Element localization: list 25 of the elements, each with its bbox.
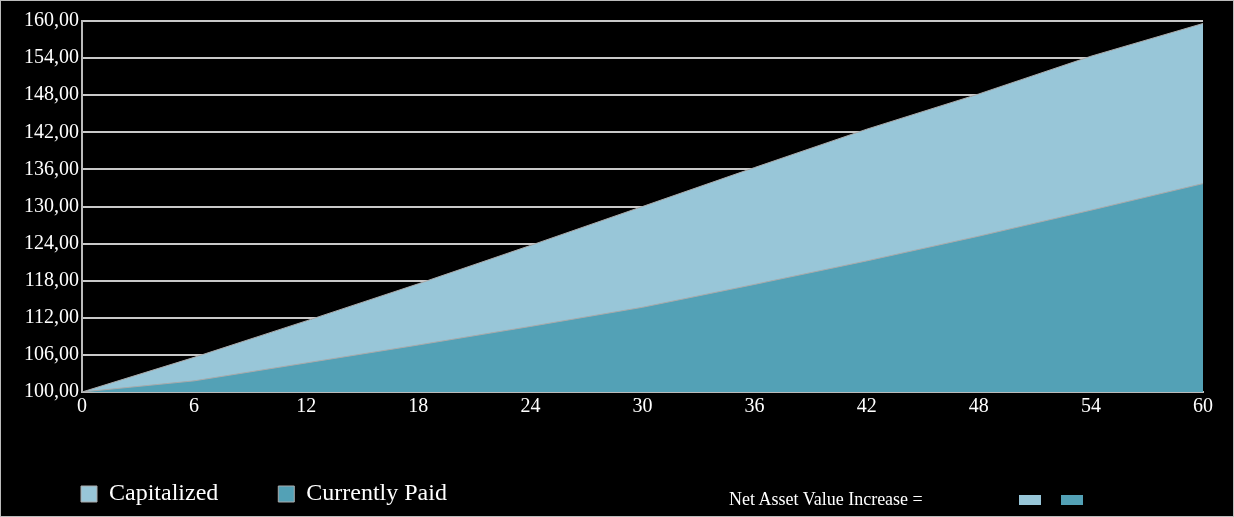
x-tick-label: 0 <box>77 394 87 417</box>
y-tick-label: 112,00 <box>24 305 79 328</box>
x-tick-label: 12 <box>296 394 317 417</box>
y-tick-label: 124,00 <box>24 230 79 253</box>
y-tick-label: 142,00 <box>24 119 79 142</box>
x-tick-label: 18 <box>408 394 429 417</box>
y-tick-label: 148,00 <box>24 82 79 105</box>
x-tick-label: 24 <box>520 394 541 417</box>
legend-label: Capitalized <box>109 479 219 506</box>
x-tick-label: 6 <box>189 394 200 417</box>
y-tick-label: 136,00 <box>24 156 79 179</box>
text: Net Asset Value Increase = <box>729 489 923 510</box>
y-tick-label: 100,00 <box>24 379 79 402</box>
y-tick-label: 160,00 <box>24 8 79 31</box>
legend-label: Currently Paid <box>306 479 447 506</box>
y-tick-label: 118,00 <box>24 267 79 290</box>
y-tick-label: 106,00 <box>24 342 79 365</box>
x-tick-label: 54 <box>1080 394 1101 417</box>
x-tick-label: 42 <box>856 394 877 417</box>
x-tick-label: 30 <box>632 394 653 417</box>
y-tick-label: 130,00 <box>24 193 79 216</box>
x-tick-label: 36 <box>744 394 765 417</box>
x-tick-label: 48 <box>968 394 989 417</box>
x-tick-label: 60 <box>1193 394 1213 417</box>
y-tick-label: 154,00 <box>24 45 79 68</box>
